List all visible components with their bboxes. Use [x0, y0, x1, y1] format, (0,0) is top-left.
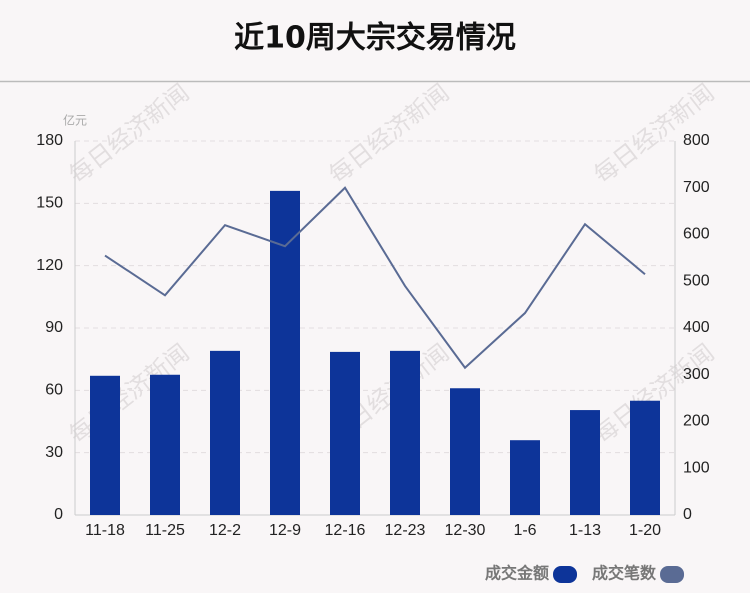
x-tick-label: 12-2	[209, 522, 241, 539]
bar	[210, 350, 240, 515]
bar	[330, 351, 360, 515]
line	[104, 186, 646, 370]
y-unit: 亿元	[63, 113, 87, 128]
y-tick-label: 150	[36, 195, 63, 212]
y2-tick-label: 700	[683, 179, 710, 196]
legend-label: 成交金额	[485, 564, 549, 583]
y2-tick-label: 300	[683, 366, 710, 383]
bar	[150, 374, 180, 515]
bar	[270, 190, 300, 515]
y2-tick-label: 400	[683, 319, 710, 336]
y2-tick-label: 500	[683, 272, 710, 289]
y-tick-label: 180	[36, 132, 63, 149]
y-tick-label: 0	[54, 506, 63, 523]
y-tick-label: 30	[45, 444, 63, 461]
bar	[630, 400, 660, 515]
x-tick-label: 12-16	[325, 522, 366, 539]
x-tick-label: 12-9	[269, 522, 301, 539]
y2-tick-label: 800	[683, 132, 710, 149]
bar	[570, 410, 600, 515]
x-tick-label: 1-20	[629, 522, 661, 539]
x-tick-label: 12-23	[385, 522, 426, 539]
x-tick-label: 1-13	[569, 522, 601, 539]
y-tick-label: 120	[36, 257, 63, 274]
bar	[90, 375, 120, 515]
y-tick-label: 90	[45, 319, 63, 336]
x-tick-label: 11-25	[145, 522, 185, 539]
bar	[510, 440, 540, 515]
x-tick-label: 12-30	[445, 522, 486, 539]
y2-tick-label: 200	[683, 413, 710, 430]
x-tick-label: 1-6	[513, 522, 536, 539]
y-tick-label: 60	[45, 382, 63, 399]
bar	[390, 350, 420, 515]
x-tick-label: 11-18	[85, 522, 125, 539]
y2-tick-label: 100	[683, 459, 710, 476]
legend-swatch	[553, 566, 578, 583]
legend-label: 成交笔数	[592, 564, 657, 583]
chart-title: 近10周大宗交易情况	[234, 21, 516, 56]
y2-tick-label: 0	[683, 506, 692, 523]
y2-tick-label: 600	[683, 226, 710, 243]
legend-swatch	[660, 566, 685, 583]
bar	[450, 388, 480, 515]
